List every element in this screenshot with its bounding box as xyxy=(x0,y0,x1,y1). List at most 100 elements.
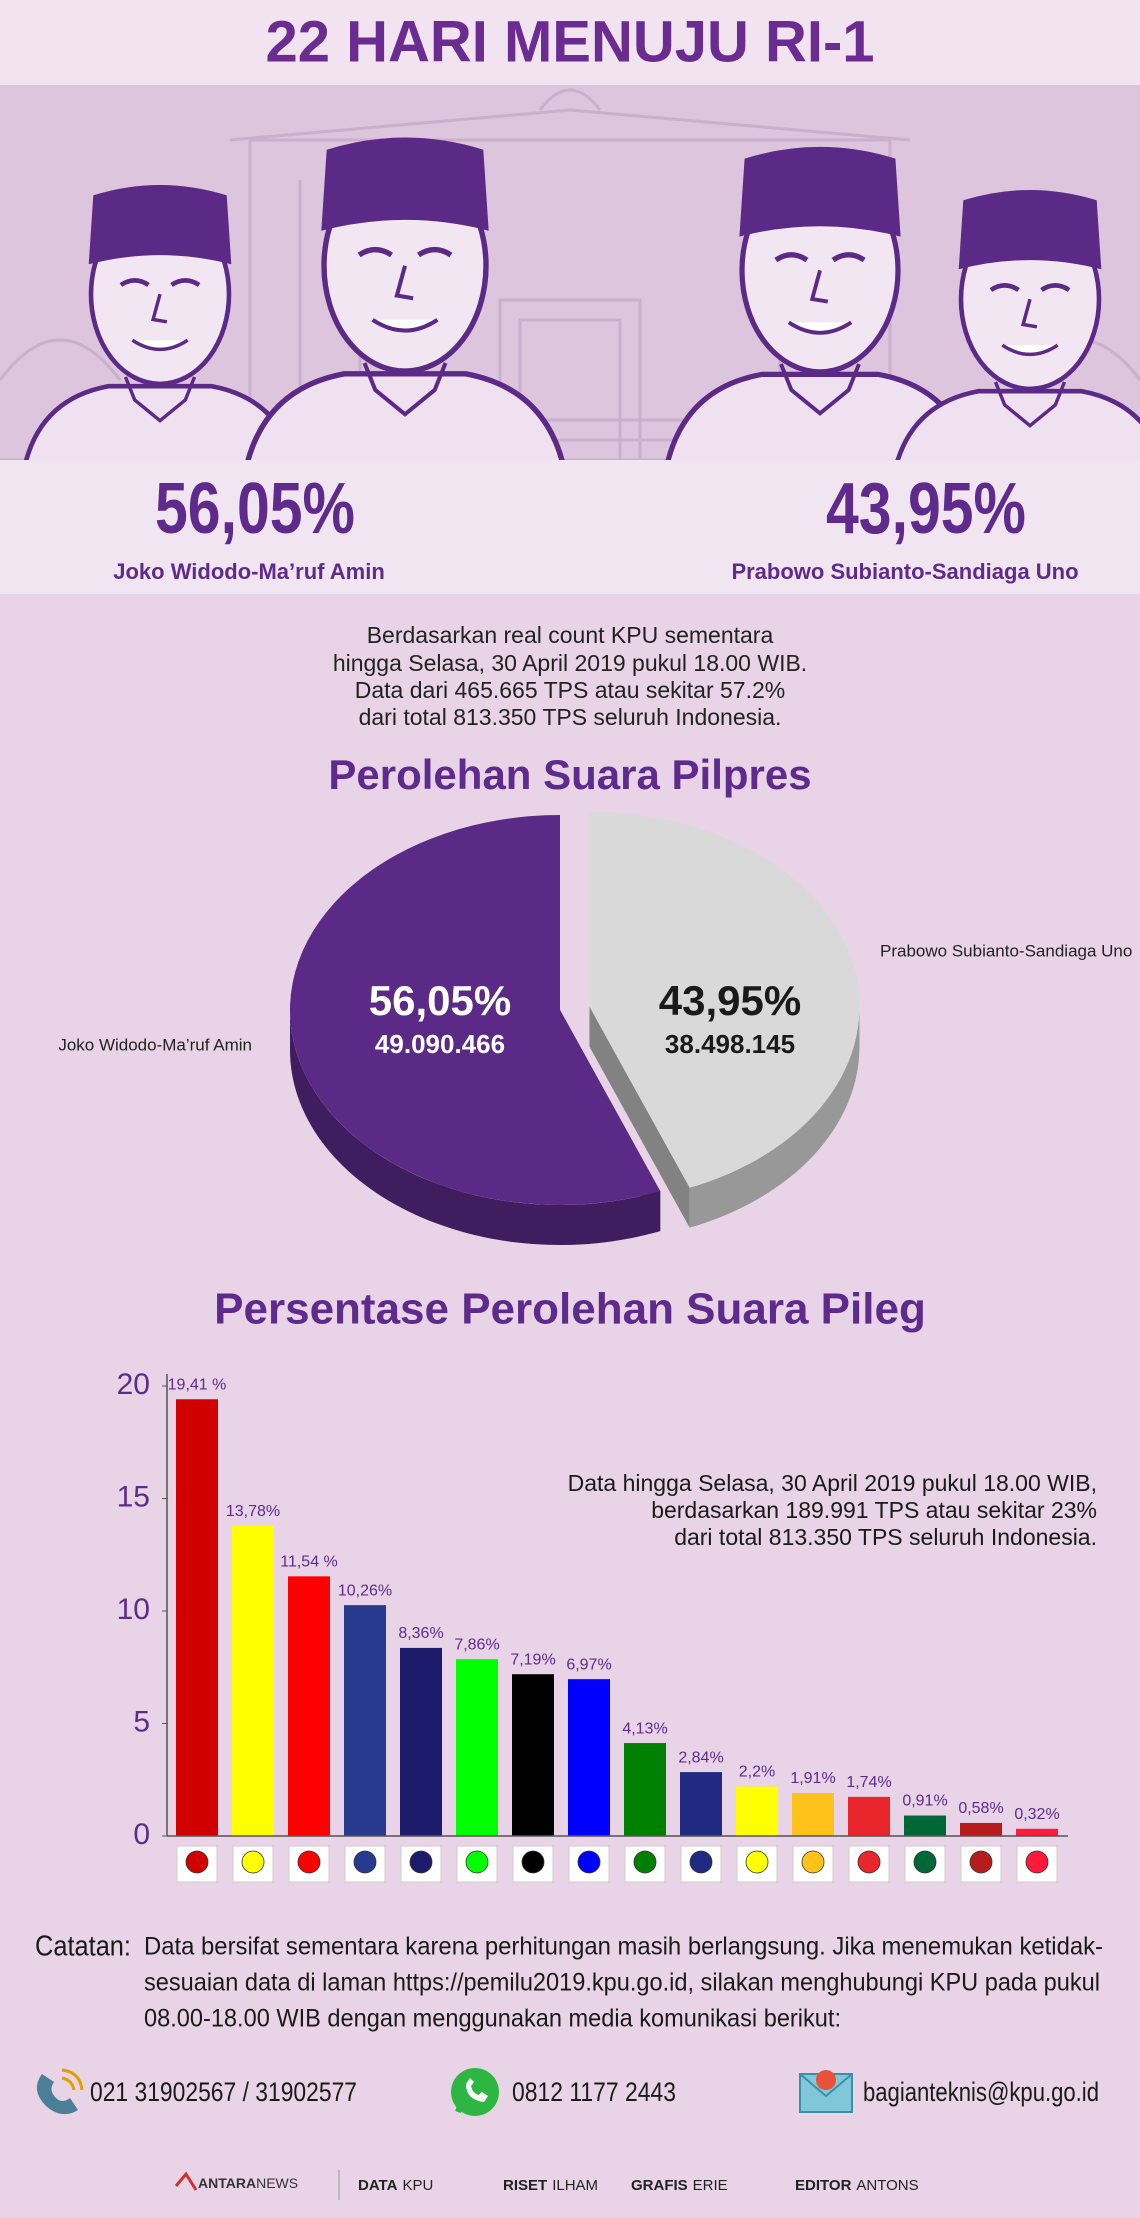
credit-role: EDITOR xyxy=(795,2177,852,2194)
result-percent: 43,95% xyxy=(826,469,1026,549)
pie-vote-label: 38.498.145 xyxy=(665,1029,795,1059)
party-logo xyxy=(960,1845,1002,1883)
summary-line: hingga Selasa, 30 April 2019 pukul 18.00… xyxy=(333,650,807,676)
bar-value-label: 0,58% xyxy=(958,1800,1003,1817)
party-logo-mark xyxy=(409,1850,433,1874)
bar xyxy=(624,1743,666,1836)
party-logo-mark xyxy=(857,1850,881,1874)
bar-value-label: 0,91% xyxy=(902,1793,947,1810)
bar xyxy=(288,1576,330,1836)
contact-email: bagianteknis@kpu.go.id xyxy=(863,2077,1099,2107)
contact-phone: 021 31902567 / 31902577 xyxy=(90,2077,357,2107)
summary-line: dari total 813.350 TPS seluruh Indonesia… xyxy=(359,704,782,730)
pie-slice-side xyxy=(589,1006,690,1228)
bar xyxy=(176,1399,218,1836)
bar xyxy=(400,1647,442,1836)
party-logo-mark xyxy=(689,1850,713,1874)
party-logo-mark xyxy=(633,1850,657,1874)
bar-chart: 0 5 10 15 20 19,41 % 13,78% 11,54 %10,26% 8,36% 7… xyxy=(117,1368,1068,1883)
annotation-line: Data hingga Selasa, 30 April 2019 pukul … xyxy=(568,1470,1097,1496)
pie-slice-side xyxy=(290,1010,661,1245)
party-logo-mark xyxy=(353,1850,377,1874)
footer-credit: EDITOR ANTONS xyxy=(795,2177,919,2194)
annotation-line: dari total 813.350 TPS seluruh Indonesia… xyxy=(674,1524,1097,1550)
pie-title: Perolehan Suara Pilpres xyxy=(328,751,811,798)
y-tick-label: 10 xyxy=(117,1593,150,1626)
footer-logo: ANTARANEWS xyxy=(198,2175,298,2191)
bar xyxy=(568,1679,610,1836)
bar-value-label: 10,26% xyxy=(338,1582,392,1599)
bar xyxy=(960,1822,1002,1836)
party-logo xyxy=(232,1845,274,1883)
credit-role: RISET xyxy=(503,2177,547,2194)
party-logo xyxy=(568,1845,610,1883)
party-logo xyxy=(400,1845,442,1883)
party-logo xyxy=(288,1845,330,1883)
email-icon xyxy=(799,2070,853,2113)
note-line: sesuaian data di laman https://pemilu201… xyxy=(144,1969,1100,1997)
credit-role: GRAFIS xyxy=(631,2177,688,2194)
annotation-line: berdasarkan 189.991 TPS atau sekitar 23% xyxy=(651,1497,1097,1523)
bar-value-label: 13,78% xyxy=(226,1503,280,1520)
antara-logo-mark xyxy=(174,2171,198,2191)
bar-value-label: 0,32% xyxy=(1014,1806,1059,1823)
result-band xyxy=(0,460,1140,594)
party-logo-mark xyxy=(465,1850,489,1874)
credit-name: ANTONS xyxy=(856,2177,918,2194)
credit-role: DATA xyxy=(358,2177,398,2194)
credit-name: KPU xyxy=(402,2177,433,2194)
footer-logo-part: ANTARA xyxy=(198,2175,256,2191)
bar xyxy=(456,1659,498,1836)
footer-credit: GRAFIS ERIE xyxy=(631,2177,728,2194)
footer-credit: DATA KPU xyxy=(358,2177,433,2194)
party-logo-mark xyxy=(241,1850,265,1874)
bar xyxy=(512,1674,554,1836)
y-tick-label: 0 xyxy=(133,1818,150,1851)
party-logo xyxy=(624,1845,666,1883)
party-logo xyxy=(512,1845,554,1883)
y-tick-label: 5 xyxy=(133,1705,150,1738)
bar-value-label: 2,2% xyxy=(739,1764,775,1781)
note-line: 08.00-18.00 WIB dengan menggunakan media… xyxy=(144,2005,841,2033)
bar-title: Persentase Perolehan Suara Pileg xyxy=(214,1285,926,1334)
contact-whatsapp: 0812 1177 2443 xyxy=(512,2077,676,2107)
title-band xyxy=(0,0,1140,85)
bar xyxy=(344,1605,386,1836)
bar-value-label: 11,54 % xyxy=(280,1554,338,1571)
party-logo-mark xyxy=(913,1850,937,1874)
bar xyxy=(736,1786,778,1836)
credit-name: ILHAM xyxy=(552,2177,598,2194)
pie-category-label: Prabowo Subianto-Sandiaga Uno xyxy=(880,941,1132,960)
summary: Berdasarkan real count KPU sementara hin… xyxy=(333,622,807,730)
party-logo xyxy=(736,1845,778,1883)
pie-slice-side xyxy=(689,1006,860,1228)
pie-value-label: 43,95% xyxy=(659,977,801,1024)
pie-chart xyxy=(289,811,860,1245)
party-logo-mark xyxy=(521,1850,545,1874)
party-logo-mark xyxy=(745,1850,769,1874)
bar xyxy=(792,1793,834,1836)
candidate-name: Joko Widodo-Ma’ruf Amin xyxy=(113,559,385,584)
pie-category-label: Joko Widodo-Ma’ruf Amin xyxy=(58,1035,252,1054)
party-logo-mark xyxy=(577,1850,601,1874)
y-tick-label: 15 xyxy=(117,1480,150,1513)
pie-vote-label: 49.090.466 xyxy=(375,1029,505,1059)
bar xyxy=(680,1772,722,1836)
party-logo xyxy=(680,1845,722,1883)
bar xyxy=(232,1525,274,1836)
footer-credits: DATA KPU RISET ILHAM GRAFIS ERIE EDITOR ANTONS xyxy=(358,2177,919,2194)
party-logo-mark xyxy=(297,1850,321,1874)
party-logo xyxy=(176,1845,218,1883)
party-logo xyxy=(1016,1845,1058,1883)
bar xyxy=(904,1815,946,1836)
note-label: Catatan: xyxy=(35,1931,131,1963)
party-logo xyxy=(344,1845,386,1883)
credit-name: ERIE xyxy=(693,2177,728,2194)
pie-slice xyxy=(289,815,661,1206)
party-logo xyxy=(792,1845,834,1883)
party-logo-mark xyxy=(1025,1850,1049,1874)
bar-value-label: 7,86% xyxy=(454,1636,499,1653)
bar-value-label: 1,74% xyxy=(846,1774,891,1791)
bar-value-label: 1,91% xyxy=(790,1770,835,1787)
